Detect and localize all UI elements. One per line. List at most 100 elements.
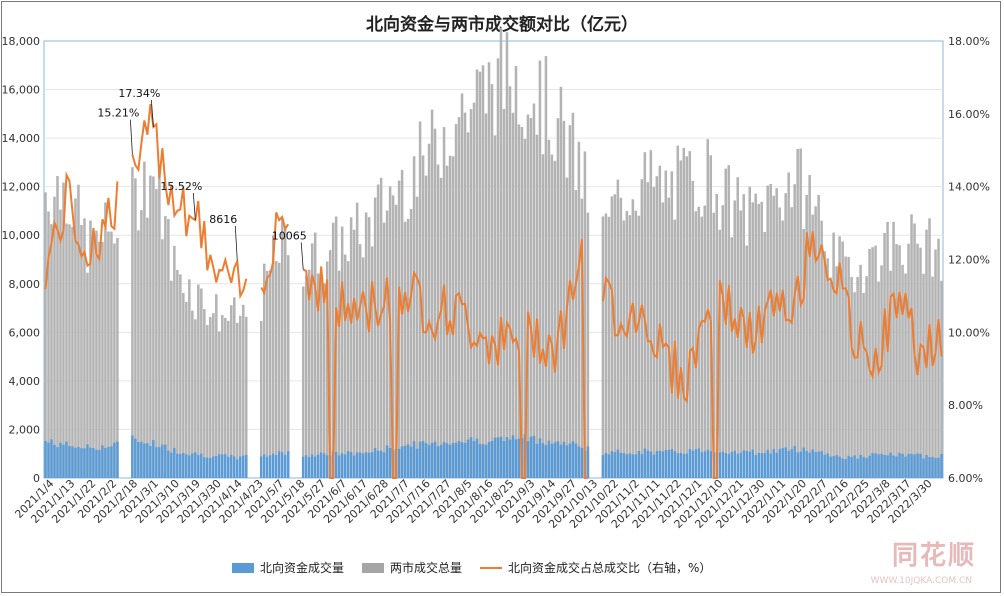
total-volume-bar: [56, 176, 59, 479]
northbound-volume-bar: [286, 451, 290, 478]
northbound-volume-bar: [197, 455, 200, 478]
northbound-volume-bar: [718, 452, 722, 478]
northbound-volume-bar: [268, 455, 272, 478]
total-volume-bar: [643, 152, 647, 478]
northbound-volume-bar: [820, 451, 823, 478]
northbound-volume-bar: [787, 450, 790, 478]
total-volume-bar: [769, 183, 772, 478]
total-volume-bar: [451, 156, 455, 478]
total-volume-bar: [805, 194, 808, 478]
northbound-volume-bar: [403, 445, 407, 478]
northbound-volume-bar: [233, 456, 236, 478]
total-volume-bar: [907, 243, 910, 478]
total-volume-bar: [586, 212, 590, 478]
northbound-volume-bar: [919, 453, 922, 478]
total-volume-bar: [658, 165, 662, 479]
total-volume-bar: [841, 241, 844, 478]
northbound-volume-bar: [116, 441, 119, 478]
northbound-volume-bar: [212, 456, 215, 478]
northbound-volume-bar: [754, 455, 757, 478]
northbound-volume-bar: [877, 454, 880, 478]
northbound-volume-bar: [161, 444, 164, 478]
total-volume-bar: [239, 315, 242, 478]
right-axis-tick-label: 12.00%: [948, 254, 990, 267]
total-volume-bar: [616, 179, 620, 478]
northbound-volume-bar: [277, 451, 281, 478]
total-volume-bar: [670, 171, 674, 478]
northbound-volume-bar: [562, 441, 566, 478]
total-volume-bar: [895, 244, 898, 478]
total-volume-bar: [427, 143, 431, 479]
total-volume-bar: [439, 177, 443, 478]
annotation-label: 17.34%: [118, 87, 160, 100]
total-volume-bar: [847, 256, 850, 478]
northbound-volume-bar: [880, 453, 883, 478]
northbound-volume-bar: [541, 443, 545, 478]
total-volume-bar: [583, 151, 587, 479]
northbound-volume-bar: [940, 454, 943, 478]
total-volume-bar: [307, 269, 311, 478]
northbound-volume-bar: [406, 444, 410, 478]
total-volume-bar: [937, 238, 940, 478]
total-volume-bar: [322, 283, 326, 478]
northbound-volume-bar: [86, 444, 89, 478]
northbound-volume-bar: [628, 453, 632, 478]
northbound-volume-bar: [670, 449, 674, 478]
total-volume-bar: [259, 320, 263, 478]
northbound-volume-bar: [700, 452, 704, 478]
northbound-volume-bar: [194, 452, 197, 478]
northbound-volume-bar: [77, 446, 80, 478]
northbound-volume-bar: [259, 456, 263, 478]
northbound-volume-bar: [430, 442, 434, 478]
plot-area: [43, 40, 944, 479]
right-axis-tick-label: 8.00%: [948, 399, 983, 412]
northbound-volume-bar: [304, 455, 308, 478]
total-volume-bar: [349, 217, 353, 478]
northbound-volume-bar: [131, 435, 134, 478]
northbound-volume-bar: [661, 451, 665, 478]
northbound-volume-bar: [319, 452, 323, 478]
northbound-volume-bar: [643, 448, 647, 478]
total-volume-bar: [874, 245, 877, 478]
total-volume-bar: [757, 203, 760, 479]
northbound-volume-bar: [853, 455, 856, 478]
northbound-volume-bar: [904, 456, 907, 478]
northbound-volume-bar: [517, 438, 521, 478]
total-volume-bar: [355, 202, 359, 478]
northbound-volume-bar: [203, 457, 206, 478]
total-volume-bar: [766, 185, 769, 479]
northbound-volume-bar: [802, 447, 805, 478]
total-volume-bar: [340, 226, 344, 478]
northbound-volume-bar: [433, 441, 437, 478]
total-volume-bar: [718, 229, 722, 478]
northbound-volume-bar: [439, 444, 443, 478]
northbound-volume-bar: [104, 447, 107, 478]
northbound-volume-bar: [709, 451, 713, 478]
total-volume-bar: [86, 272, 89, 478]
northbound-volume-bar: [361, 453, 365, 478]
northbound-volume-bar: [310, 454, 314, 478]
northbound-volume-bar: [98, 450, 101, 478]
total-volume-bar: [820, 220, 823, 478]
total-volume-bar: [50, 224, 53, 478]
northbound-volume-bar: [206, 457, 209, 478]
total-volume-bar: [916, 243, 919, 478]
total-volume-bar: [137, 230, 140, 478]
total-volume-bar: [304, 275, 308, 478]
total-volume-bar: [158, 169, 161, 478]
total-volume-bar: [71, 226, 74, 478]
northbound-volume-bar: [421, 441, 425, 478]
total-volume-bar: [53, 196, 56, 479]
total-volume-bar: [739, 210, 742, 479]
annotation-leader: [150, 99, 154, 128]
northbound-volume-bar: [850, 456, 853, 478]
total-volume-bar: [325, 261, 329, 478]
right-axis-tick-label: 10.00%: [948, 326, 990, 339]
northbound-volume-bar: [838, 456, 841, 478]
total-volume-bar: [280, 217, 284, 478]
total-volume-bar: [77, 184, 80, 478]
annotation-leader: [300, 242, 304, 270]
total-volume-bar: [553, 160, 557, 478]
northbound-volume-bar: [218, 454, 221, 478]
